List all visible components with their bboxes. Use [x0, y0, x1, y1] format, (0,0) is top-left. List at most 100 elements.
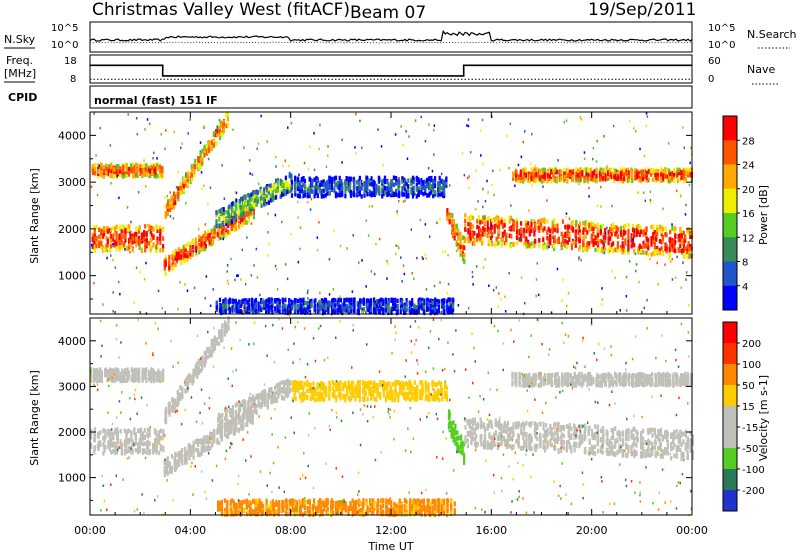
noise-sky-label: N.Sky — [4, 33, 36, 46]
velocity-feature-0 — [90, 427, 165, 456]
power-colorbar-tick-label-2: 12 — [742, 233, 755, 244]
velocity-feature-1 — [90, 367, 165, 384]
velocity-colorbar-tick-label-3: 15 — [742, 402, 755, 413]
noise-right-tick-top: 10^5 — [708, 23, 735, 34]
velocity-ytick-label-3: 4000 — [58, 335, 86, 348]
freq-series — [90, 64, 692, 77]
power-colorbar-swatch-6 — [723, 261, 737, 287]
velocity-panel-frame — [89, 317, 693, 516]
power-feature-0 — [91, 224, 165, 254]
velocity-colorbar-tick-label-1: 100 — [742, 360, 761, 371]
power-feature-4 — [215, 171, 293, 229]
noise-left-tick-top: 10^5 — [51, 23, 78, 34]
velocity-y-axis: 1000 2000 3000 4000 — [58, 317, 692, 501]
noise-search-label: N.Search — [747, 28, 797, 41]
velocity-feature-4 — [217, 378, 292, 434]
nave-tick-bottom: 0 — [708, 74, 714, 85]
radar-title: Christmas Valley West (fitACF) — [92, 0, 350, 20]
cpid-label: CPID — [8, 91, 37, 104]
beam-label: Beam 07 — [350, 3, 426, 23]
velocity-colorbar-swatch-0 — [723, 322, 737, 344]
velocity-feature-3 — [164, 316, 230, 425]
velocity-colorbar-tick-label-6: -100 — [742, 465, 765, 476]
power-panel-frame — [89, 111, 693, 315]
velocity-colorbar-tick-label-7: -200 — [742, 486, 765, 497]
velocity-colorbar-frame — [722, 321, 738, 512]
noise-sky-line — [89, 29, 693, 42]
power-colorbar-swatch-3 — [723, 188, 737, 214]
velocity-data — [90, 316, 694, 518]
power-colorbar-tick-label-3: 16 — [742, 209, 755, 220]
power-colorbar-swatch-0 — [723, 116, 737, 141]
power-feature-7 — [446, 208, 466, 264]
velocity-ytick-label-2: 3000 — [58, 380, 86, 393]
power-colorbar-label: Power [dB] — [757, 185, 770, 245]
noise-panel-frame — [89, 21, 693, 53]
velocity-feature-6 — [217, 498, 456, 517]
power-speckle — [90, 112, 693, 317]
power-colorbar-tick-label-0: 4 — [742, 282, 748, 293]
time-axis: 00:00 04:00 08:00 12:00 16:00 20:00 00:00 — [74, 112, 708, 537]
velocity-colorbar-swatch-1 — [723, 343, 737, 365]
freq-label: Freq. — [6, 54, 33, 67]
nave-label: Nave — [747, 63, 775, 76]
power-colorbar-swatch-1 — [723, 140, 737, 165]
xtick-label-6: 00:00 — [676, 524, 708, 537]
velocity-colorbar-tick-label-2: 50 — [742, 381, 755, 392]
velocity-colorbar-tick-label-5: -50 — [742, 444, 758, 455]
power-colorbar-tick-label-1: 8 — [742, 258, 748, 269]
power-colorbar-tick-label-4: 20 — [742, 185, 755, 196]
velocity-colorbar-swatch-6 — [723, 448, 737, 470]
power-colorbar-tick-label-6: 28 — [742, 136, 755, 147]
velocity-colorbar-swatch-4 — [723, 406, 737, 428]
velocity-colorbar-tick-label-4: -15 — [742, 423, 758, 434]
power-feature-3 — [164, 111, 229, 220]
velocity-ytick-label-0: 1000 — [58, 472, 86, 485]
velocity-feature-8 — [464, 417, 694, 462]
velocity-colorbar-swatch-5 — [723, 427, 737, 449]
velocity-colorbar-swatch-3 — [723, 385, 737, 407]
velocity-colorbar-tick-label-0: 200 — [742, 339, 761, 350]
power-y-axis: 1000 2000 3000 4000 — [58, 111, 692, 300]
nave-tick-top: 60 — [708, 56, 721, 67]
velocity-ytick-label-1: 2000 — [58, 426, 86, 439]
velocity-feature-7 — [447, 409, 466, 465]
xtick-label-0: 00:00 — [74, 524, 106, 537]
power-feature-1 — [91, 162, 164, 179]
xtick-label-5: 20:00 — [576, 524, 608, 537]
power-ytick-label-1: 2000 — [58, 223, 86, 236]
cpid-panel-frame — [89, 85, 693, 109]
freq-unit-label: [MHz] — [4, 67, 36, 80]
cpid-text: normal (fast) 151 IF — [94, 94, 218, 107]
noise-left-tick-bottom: 10^0 — [51, 40, 78, 51]
velocity-feature-5 — [291, 379, 448, 403]
velocity-feature-9 — [511, 371, 693, 388]
power-y-label: Slant Range [km] — [28, 168, 41, 264]
power-feature-8 — [464, 213, 693, 260]
velocity-colorbar: 200 100 50 15 -15 -50 -100 -200 — [722, 321, 765, 512]
noise-sky-series — [89, 29, 693, 44]
velocity-colorbar-swatch-8 — [723, 490, 737, 512]
power-colorbar-swatch-5 — [723, 237, 737, 262]
freq-panel-frame — [89, 54, 693, 84]
noise-right-tick-bottom: 10^0 — [708, 40, 735, 51]
power-data — [90, 111, 693, 317]
power-colorbar-tick-label-5: 24 — [742, 161, 755, 172]
power-ytick-label-0: 1000 — [58, 270, 86, 283]
xtick-label-3: 12:00 — [375, 524, 407, 537]
time-axis-label: Time UT — [367, 540, 413, 553]
xtick-label-4: 16:00 — [475, 524, 507, 537]
power-colorbar-swatch-4 — [723, 213, 737, 238]
velocity-speckle — [90, 318, 693, 518]
velocity-colorbar-swatch-7 — [723, 469, 737, 491]
power-ytick-label-2: 3000 — [58, 176, 86, 189]
velocity-colorbar-label: Velocity [m s-1] — [757, 375, 770, 461]
velocity-colorbar-swatch-2 — [723, 364, 737, 386]
freq-tick-bottom: 8 — [70, 74, 76, 85]
power-feature-9 — [512, 167, 693, 184]
xtick-label-1: 04:00 — [174, 524, 206, 537]
power-feature-5 — [290, 175, 448, 199]
power-colorbar: 4 8 12 16 20 24 28 — [722, 115, 755, 311]
power-colorbar-swatch-2 — [723, 164, 737, 190]
